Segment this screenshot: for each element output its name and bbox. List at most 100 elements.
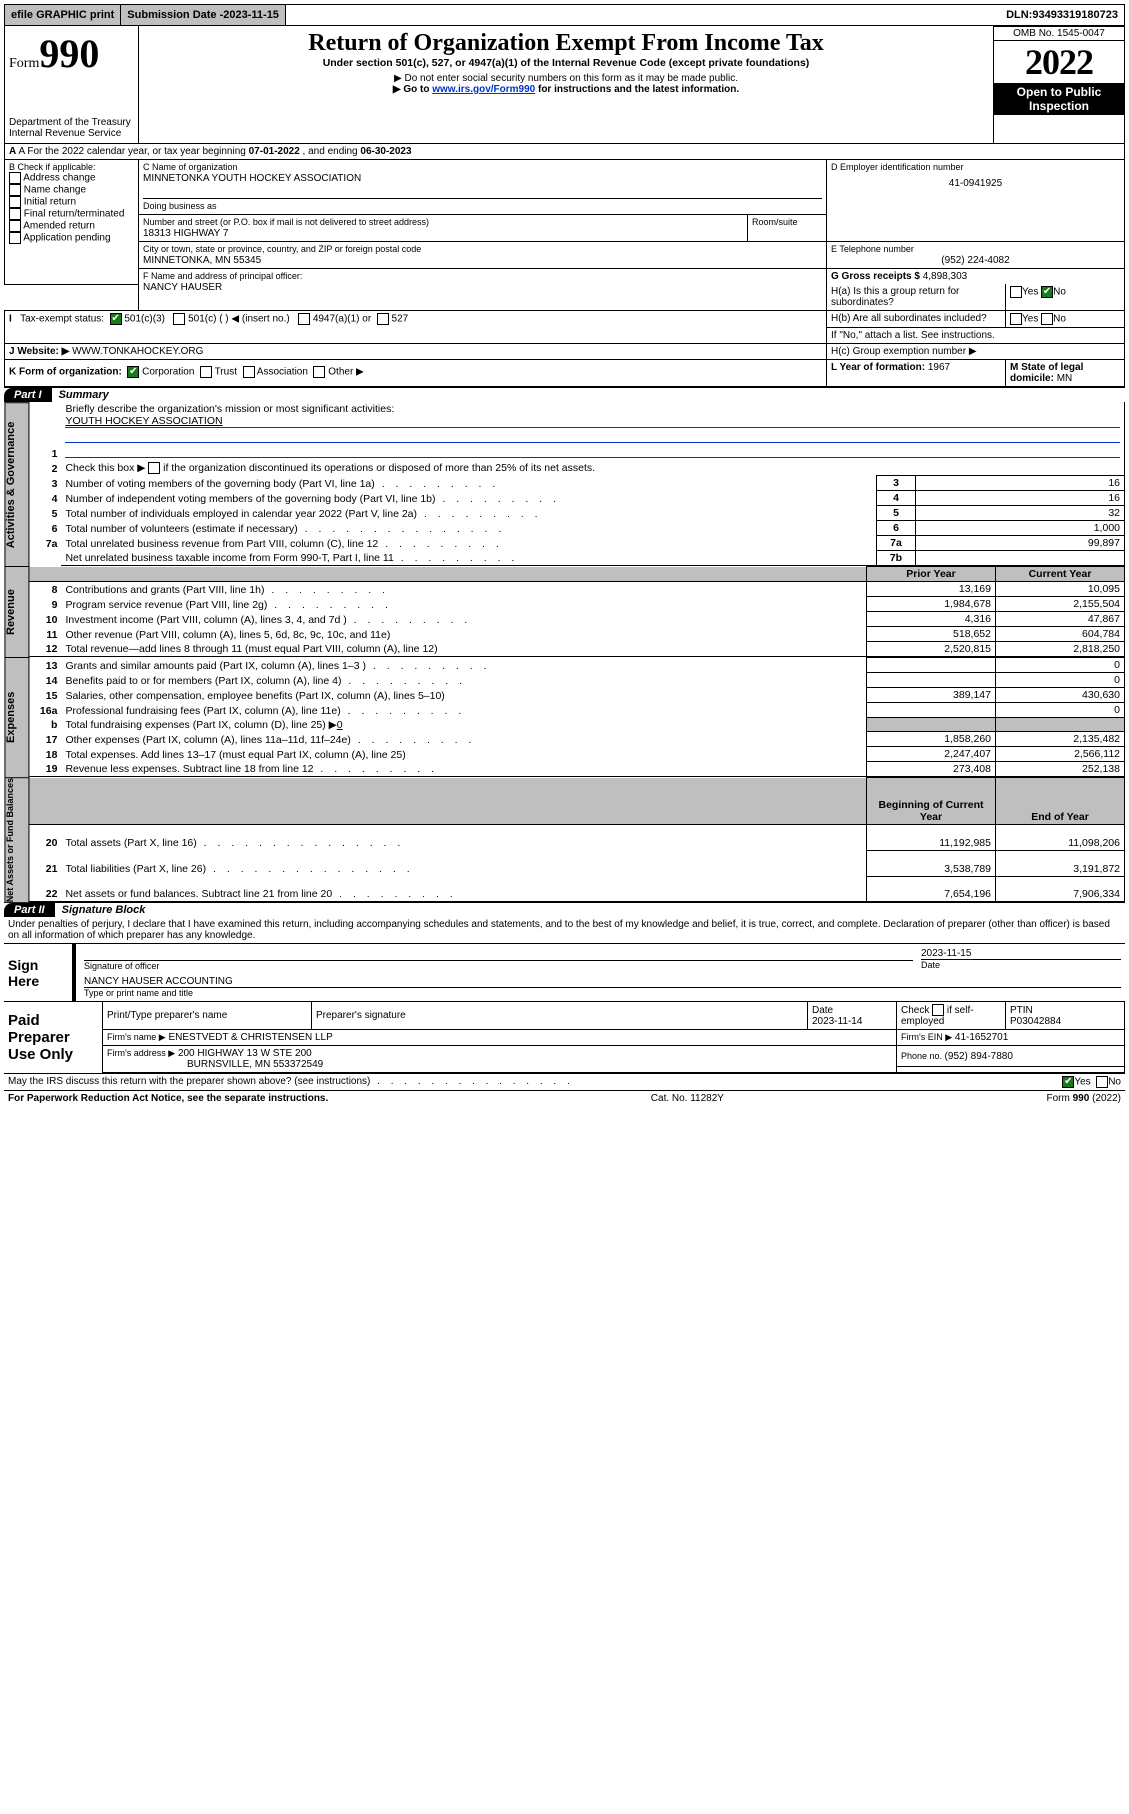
k-assoc[interactable] bbox=[243, 366, 255, 378]
efile-print-button[interactable]: efile GRAPHIC print bbox=[5, 5, 121, 25]
room-label: Room/suite bbox=[752, 217, 798, 227]
paid-preparer-label: Paid Preparer Use Only bbox=[4, 1002, 103, 1073]
h-prep-date: Date bbox=[812, 1005, 833, 1016]
signature-block: Sign Here Signature of officer 2023-11-1… bbox=[4, 944, 1125, 1001]
ha-label: H(a) Is this a group return for subordin… bbox=[831, 286, 959, 308]
part1-title: Summary bbox=[55, 389, 109, 401]
open-to-public: Open to Public Inspection bbox=[994, 83, 1124, 115]
line2-check[interactable] bbox=[148, 462, 160, 474]
hc-label: H(c) Group exemption number ▶ bbox=[831, 346, 977, 357]
section-net-assets: Net Assets or Fund Balances bbox=[4, 777, 29, 902]
dept-treasury: Department of the Treasury bbox=[9, 117, 134, 128]
subtitle-3: ▶ Go to www.irs.gov/Form990 for instruct… bbox=[147, 84, 985, 95]
check-pending[interactable]: Application pending bbox=[9, 232, 134, 244]
l10: Investment income (Part VIII, column (A)… bbox=[65, 614, 471, 626]
p15: 389,147 bbox=[867, 688, 996, 703]
discuss-yes[interactable]: ✔ bbox=[1062, 1076, 1074, 1088]
section-activities-governance: Activities & Governance bbox=[4, 402, 29, 566]
box-e-label: E Telephone number bbox=[831, 244, 914, 254]
check-initial[interactable]: Initial return bbox=[9, 196, 134, 208]
gross-receipts: 4,898,303 bbox=[923, 271, 968, 282]
ha-yes[interactable] bbox=[1010, 286, 1022, 298]
h-ptin: PTIN bbox=[1010, 1005, 1033, 1016]
i-4947[interactable] bbox=[298, 313, 310, 325]
l11: Other revenue (Part VIII, column (A), li… bbox=[65, 629, 390, 641]
part1-badge: Part I bbox=[4, 388, 52, 402]
addr-label: Number and street (or P.O. box if mail i… bbox=[143, 217, 429, 227]
i-501c3[interactable]: ✔ bbox=[110, 313, 122, 325]
omb-number: OMB No. 1545-0047 bbox=[994, 26, 1124, 41]
c16a: 0 bbox=[996, 703, 1125, 718]
l15: Salaries, other compensation, employee b… bbox=[65, 690, 444, 702]
hb-yes[interactable] bbox=[1010, 313, 1022, 325]
l21: Total liabilities (Part X, line 26) bbox=[65, 863, 413, 875]
i-501c[interactable] bbox=[173, 313, 185, 325]
l22: Net assets or fund balances. Subtract li… bbox=[65, 888, 456, 900]
firm-addr2: BURNSVILLE, MN 553372549 bbox=[107, 1059, 323, 1070]
k-other[interactable] bbox=[313, 366, 325, 378]
p9: 1,984,678 bbox=[867, 597, 996, 612]
p12: 2,520,815 bbox=[867, 642, 996, 657]
submission-date-box: Submission Date - 2023-11-15 bbox=[121, 5, 286, 25]
check-final[interactable]: Final return/terminated bbox=[9, 208, 134, 220]
city-value: MINNETONKA, MN 55345 bbox=[143, 255, 261, 266]
p19: 273,408 bbox=[867, 762, 996, 777]
h-self-emp: Check if self-employed bbox=[901, 1005, 974, 1027]
line-a-text: A For the 2022 calendar year, or tax yea… bbox=[18, 146, 411, 157]
self-employed-check[interactable] bbox=[932, 1004, 944, 1016]
firm-phone-label: Phone no. bbox=[901, 1051, 945, 1061]
c14: 0 bbox=[996, 673, 1125, 688]
l14: Benefits paid to or for members (Part IX… bbox=[65, 675, 466, 687]
officer-name: NANCY HAUSER bbox=[143, 282, 222, 293]
check-amended[interactable]: Amended return bbox=[9, 220, 134, 232]
ptin: P03042884 bbox=[1010, 1016, 1061, 1027]
line6-val: 1,000 bbox=[915, 521, 1124, 536]
section-expenses: Expenses bbox=[4, 657, 29, 777]
declaration: Under penalties of perjury, I declare th… bbox=[4, 917, 1125, 944]
subdate-label: Submission Date - bbox=[127, 9, 223, 21]
line2-text: Check this box ▶ if the organization dis… bbox=[61, 461, 1124, 476]
check-address[interactable]: Address change bbox=[9, 172, 134, 184]
firm-addr1: 200 HIGHWAY 13 W STE 200 bbox=[178, 1048, 312, 1059]
footer: For Paperwork Reduction Act Notice, see … bbox=[4, 1090, 1125, 1106]
l12: Total revenue—add lines 8 through 11 (mu… bbox=[65, 643, 437, 655]
header-eoy: End of Year bbox=[996, 778, 1125, 825]
l9: Program service revenue (Part VIII, line… bbox=[65, 599, 391, 611]
line7b-text: Net unrelated business taxable income fr… bbox=[65, 552, 518, 564]
form-header: Form990 Department of the Treasury Inter… bbox=[4, 26, 1125, 144]
footer-left: For Paperwork Reduction Act Notice, see … bbox=[8, 1093, 328, 1104]
box-m-label: M State of legal domicile: bbox=[1010, 362, 1083, 384]
c19: 252,138 bbox=[996, 762, 1125, 777]
p18: 2,247,407 bbox=[867, 747, 996, 762]
sig-date-label: Date bbox=[921, 960, 940, 970]
c13: 0 bbox=[996, 658, 1125, 673]
top-bar: efile GRAPHIC print Submission Date - 20… bbox=[4, 4, 1125, 26]
website: WWW.TONKAHOCKEY.ORG bbox=[72, 346, 203, 357]
irs-link[interactable]: www.irs.gov/Form990 bbox=[432, 84, 535, 95]
header-current: Current Year bbox=[996, 567, 1125, 582]
hb-no[interactable] bbox=[1041, 313, 1053, 325]
p21: 3,538,789 bbox=[867, 850, 996, 876]
i-527[interactable] bbox=[377, 313, 389, 325]
l17: Other expenses (Part IX, column (A), lin… bbox=[65, 734, 475, 746]
k-trust[interactable] bbox=[200, 366, 212, 378]
c22: 7,906,334 bbox=[996, 876, 1125, 902]
firm-label: Firm's name ▶ bbox=[107, 1032, 166, 1042]
k-corp[interactable]: ✔ bbox=[127, 366, 139, 378]
check-name[interactable]: Name change bbox=[9, 184, 134, 196]
sig-date: 2023-11-15 bbox=[921, 948, 1121, 960]
p16a bbox=[867, 703, 996, 718]
org-name: MINNETONKA YOUTH HOCKEY ASSOCIATION bbox=[143, 173, 361, 184]
box-b-label: B Check if applicable: bbox=[9, 162, 134, 172]
ha-no[interactable]: ✔ bbox=[1041, 286, 1053, 298]
line3-val: 16 bbox=[915, 476, 1124, 491]
dln-value: 93493319180723 bbox=[1032, 9, 1118, 21]
c15: 430,630 bbox=[996, 688, 1125, 703]
dln-box: DLN: 93493319180723 bbox=[1000, 5, 1124, 25]
header-prior: Prior Year bbox=[867, 567, 996, 582]
dba-label: Doing business as bbox=[143, 201, 217, 211]
discuss-no[interactable] bbox=[1096, 1076, 1108, 1088]
hb-note: If "No," attach a list. See instructions… bbox=[831, 330, 995, 341]
h-prep-name: Print/Type preparer's name bbox=[103, 1002, 312, 1030]
paid-preparer-block: Paid Preparer Use Only Print/Type prepar… bbox=[4, 1001, 1125, 1073]
